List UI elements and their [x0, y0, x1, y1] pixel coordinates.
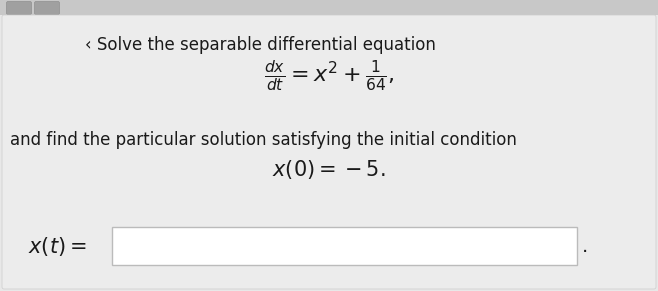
Text: $\frac{dx}{dt} = x^2 + \frac{1}{64},$: $\frac{dx}{dt} = x^2 + \frac{1}{64},$ [264, 58, 394, 93]
Bar [0, 0, 658, 15]
Text: .: . [582, 237, 588, 255]
Text: $x(t) =$: $x(t) =$ [28, 235, 87, 258]
FancyBboxPatch shape [7, 1, 32, 15]
Text: $x(0) = -5.$: $x(0) = -5.$ [272, 158, 386, 181]
Text: and find the particular solution satisfying the initial condition: and find the particular solution satisfy… [10, 131, 517, 149]
FancyBboxPatch shape [34, 1, 59, 15]
FancyBboxPatch shape [112, 227, 577, 265]
FancyBboxPatch shape [2, 15, 656, 289]
Text: ‹ Solve the separable differential equation: ‹ Solve the separable differential equat… [85, 36, 436, 54]
